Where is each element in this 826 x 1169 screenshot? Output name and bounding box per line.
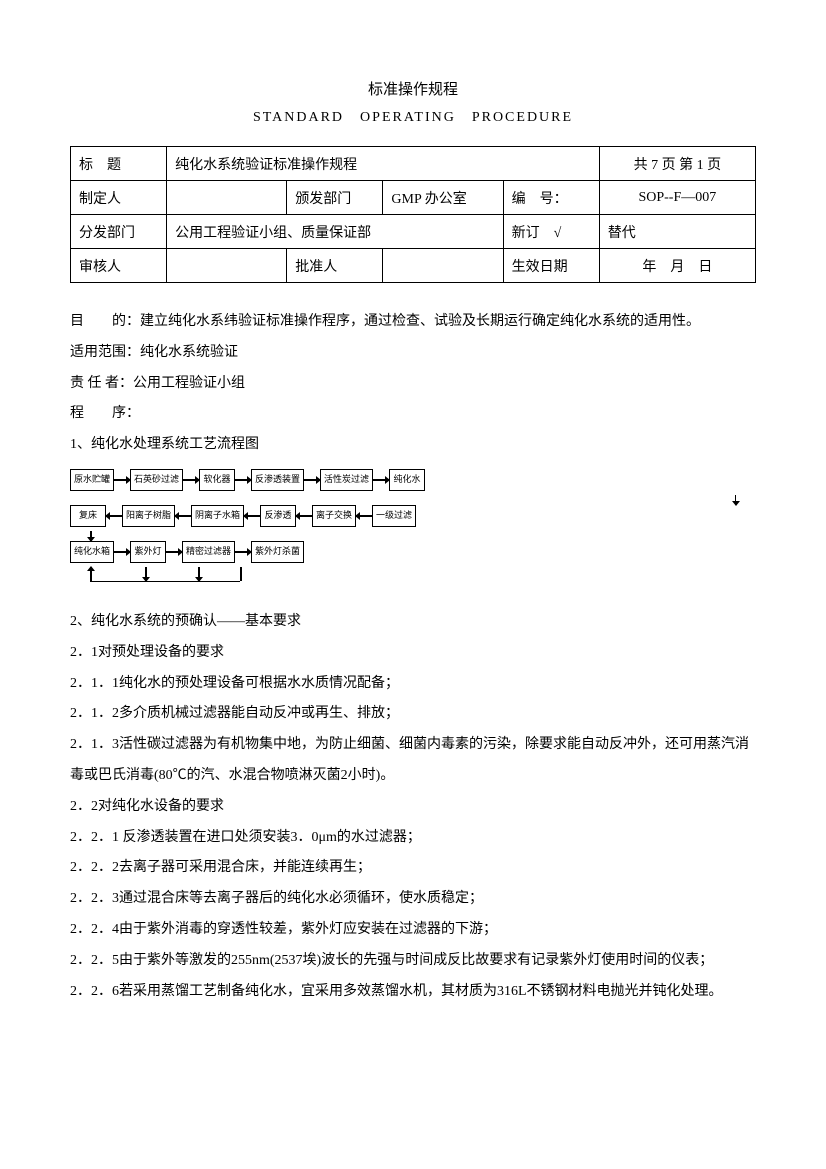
flow-box: 原水贮罐 [70, 469, 114, 491]
value-replace: 替代 [599, 215, 755, 249]
section-2-2-1: 2．2．1 反渗透装置在进口处须安装3．0μm的水过滤器； [70, 823, 756, 854]
document-body: 目 的：建立纯化水系纬验证标准操作程序，通过检查、试验及长期运行确定纯化水系统的… [70, 307, 756, 1007]
label-date: 生效日期 [503, 249, 599, 283]
section-2-2-2: 2．2．2去离子器可采用混合床，并能连续再生； [70, 853, 756, 884]
arrow-icon [235, 551, 251, 553]
flow-box: 反渗透装置 [251, 469, 304, 491]
section-2-1-3: 2．1．3活性碳过滤器为有机物集中地，为防止细菌、细菌内毒素的污染，除要求能自动… [70, 730, 756, 792]
flow-box: 纯化水 [389, 469, 425, 491]
flowchart: 原水贮罐 石英砂过滤 软化器 反渗透装置 活性炭过滤 纯化水 复床 阳离子树脂 … [70, 469, 756, 589]
section-2: 2、纯化水系统的预确认——基本要求 [70, 607, 756, 638]
procedure-label: 程 序： [70, 399, 756, 430]
arrow-icon [296, 515, 312, 517]
info-table: 标 题 纯化水系统验证标准操作规程 共 7 页 第 1 页 制定人 颁发部门 G… [70, 146, 756, 283]
label-approver: 批准人 [287, 249, 383, 283]
page-info: 共 7 页 第 1 页 [599, 147, 755, 181]
flow-box: 离子交换 [312, 505, 356, 527]
arrow-icon [244, 515, 260, 517]
arrow-icon [373, 479, 389, 481]
section-2-2: 2．2对纯化水设备的要求 [70, 792, 756, 823]
section-2-1-2: 2．1．2多介质机械过滤器能自动反冲或再生、排放； [70, 699, 756, 730]
label-dept: 颁发部门 [287, 181, 383, 215]
arrow-icon [304, 479, 320, 481]
arrow-icon [356, 515, 372, 517]
label-new: 新订 √ [503, 215, 599, 249]
connector [735, 495, 737, 505]
table-row: 分发部门 公用工程验证小组、质量保证部 新订 √ 替代 [71, 215, 756, 249]
value-approver [383, 249, 503, 283]
section-1: 1、纯化水处理系统工艺流程图 [70, 430, 756, 461]
scope-label: 适用范围： [70, 345, 140, 360]
arrow-icon [114, 551, 130, 553]
responsible-label: 责 任 者： [70, 376, 133, 391]
flow-box: 复床 [70, 505, 106, 527]
table-row: 制定人 颁发部门 GMP 办公室 编 号： SOP--F—007 [71, 181, 756, 215]
doc-title-en: STANDARD OPERATING PROCEDURE [70, 106, 756, 126]
value-reviewer [167, 249, 287, 283]
section-2-2-5: 2．2．5由于紫外等激发的255nm(2537埃)波长的先强与时间成反比故要求有… [70, 946, 756, 977]
flow-box: 阳离子树脂 [122, 505, 175, 527]
table-row: 审核人 批准人 生效日期 年 月 日 [71, 249, 756, 283]
arrow-icon [235, 479, 251, 481]
table-row: 标 题 纯化水系统验证标准操作规程 共 7 页 第 1 页 [71, 147, 756, 181]
label-author: 制定人 [71, 181, 167, 215]
flow-box: 纯化水箱 [70, 541, 114, 563]
value-dist: 公用工程验证小组、质量保证部 [167, 215, 503, 249]
label-reviewer: 审核人 [71, 249, 167, 283]
doc-title-cn: 标准操作规程 [70, 78, 756, 102]
flow-box: 阴离子水箱 [191, 505, 244, 527]
responsible-text: 公用工程验证小组 [133, 376, 245, 391]
value-code: SOP--F—007 [599, 181, 755, 215]
value-dept: GMP 办公室 [383, 181, 503, 215]
flow-box: 紫外灯杀菌 [251, 541, 304, 563]
connector [90, 531, 92, 541]
purpose-label: 目 的： [70, 314, 140, 329]
purpose-text: 建立纯化水系纬验证标准操作程序，通过检查、试验及长期运行确定纯化水系统的适用性。 [140, 314, 700, 329]
arrow-icon [175, 515, 191, 517]
flow-box: 反渗透 [260, 505, 296, 527]
value-title: 纯化水系统验证标准操作规程 [167, 147, 600, 181]
section-2-2-3: 2．2．3通过混合床等去离子器后的纯化水必须循环，使水质稳定； [70, 884, 756, 915]
label-code: 编 号： [503, 181, 599, 215]
flow-box: 软化器 [199, 469, 235, 491]
section-2-2-6: 2．2．6若采用蒸馏工艺制备纯化水，宜采用多效蒸馏水机，其材质为316L不锈钢材… [70, 977, 756, 1008]
arrow-icon [183, 479, 199, 481]
flow-box: 石英砂过滤 [130, 469, 183, 491]
value-date: 年 月 日 [599, 249, 755, 283]
value-author [167, 181, 287, 215]
scope-text: 纯化水系统验证 [140, 345, 238, 360]
arrow-icon [114, 479, 130, 481]
section-2-1: 2．1对预处理设备的要求 [70, 638, 756, 669]
arrow-icon [166, 551, 182, 553]
flow-box: 精密过滤器 [182, 541, 235, 563]
label-title: 标 题 [71, 147, 167, 181]
section-2-2-4: 2．2．4由于紫外消毒的穿透性较差，紫外灯应安装在过滤器的下游； [70, 915, 756, 946]
label-dist: 分发部门 [71, 215, 167, 249]
section-2-1-1: 2．1．1纯化水的预处理设备可根据水水质情况配备； [70, 669, 756, 700]
flow-box: 活性炭过滤 [320, 469, 373, 491]
flow-box: 紫外灯 [130, 541, 166, 563]
arrow-icon [106, 515, 122, 517]
flow-box: 一级过滤 [372, 505, 416, 527]
